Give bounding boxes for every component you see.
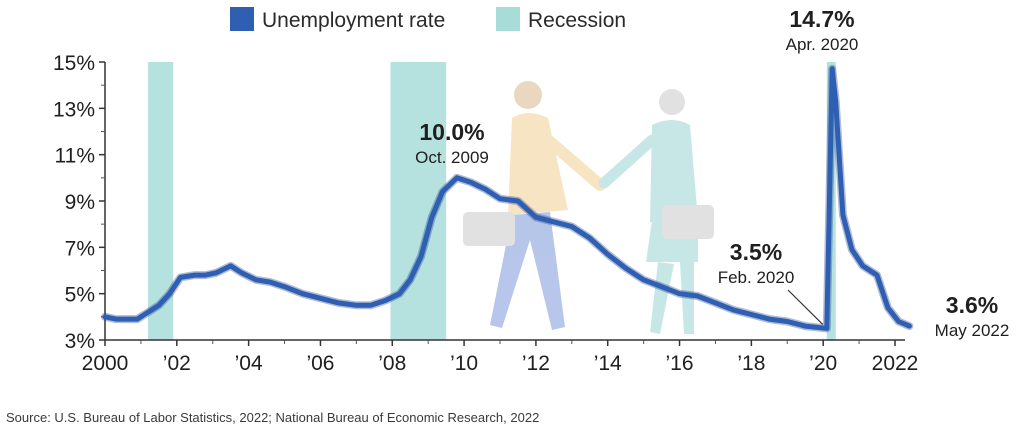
x-tick-label: ’14 [594, 352, 622, 375]
y-tick-label: 5% [65, 284, 95, 307]
legend-swatch-unemployment [230, 7, 254, 31]
x-tick-label: ’08 [378, 352, 406, 375]
x-tick-label: ’04 [235, 352, 263, 375]
annotation-value: 10.0% [419, 119, 484, 145]
annotation-date: Apr. 2020 [786, 35, 859, 54]
annotation-value: 3.5% [730, 239, 782, 265]
handshake-illustration [463, 81, 714, 334]
y-axis: 3% 5% 7% 9% 11% 13% 15% [53, 52, 106, 353]
x-axis: 2000 ’02 ’04 ’06 ’08 ’10 ’12 ’14 ’16 ’18 ’20 2022 [82, 339, 919, 375]
y-tick-label: 9% [65, 191, 95, 214]
annotation-date: Oct. 2009 [415, 148, 489, 167]
x-tick-label: ’18 [737, 352, 765, 375]
y-tick-label: 13% [53, 98, 95, 121]
source-note: Source: U.S. Bureau of Labor Statistics,… [6, 410, 540, 425]
x-tick-label: ’06 [306, 352, 334, 375]
annotation-date: Feb. 2020 [718, 268, 795, 287]
annotation-date: May 2022 [935, 321, 1010, 340]
annotation-leader-line [787, 289, 824, 325]
x-tick-label: ’20 [809, 352, 837, 375]
legend-label-unemployment: Unemployment rate [262, 9, 445, 32]
x-tick-label: ’16 [666, 352, 694, 375]
y-tick-label: 7% [65, 237, 95, 260]
y-tick-label: 15% [53, 52, 95, 75]
annotation-value: 14.7% [789, 6, 854, 32]
x-tick-label: 2000 [82, 352, 129, 375]
annotation-value: 3.6% [946, 292, 998, 318]
x-tick-label: ’02 [163, 352, 191, 375]
chart-legend: Unemployment rate Recession [230, 7, 626, 32]
x-tick-label: ’10 [450, 352, 478, 375]
y-tick-label: 11% [55, 145, 95, 168]
series-layer [101, 64, 914, 333]
x-tick-label: 2022 [872, 352, 919, 375]
legend-label-recession: Recession [528, 9, 626, 32]
legend-swatch-recession [496, 7, 520, 31]
recession-bands [148, 62, 836, 340]
x-tick-label: ’12 [522, 352, 550, 375]
y-tick-label: 3% [65, 330, 95, 353]
series-line-unemployment-rate [102, 66, 912, 331]
annotation-layer: 10.0% Oct. 2009 14.7% Apr. 2020 3.5% Feb. 202… [415, 6, 1009, 340]
